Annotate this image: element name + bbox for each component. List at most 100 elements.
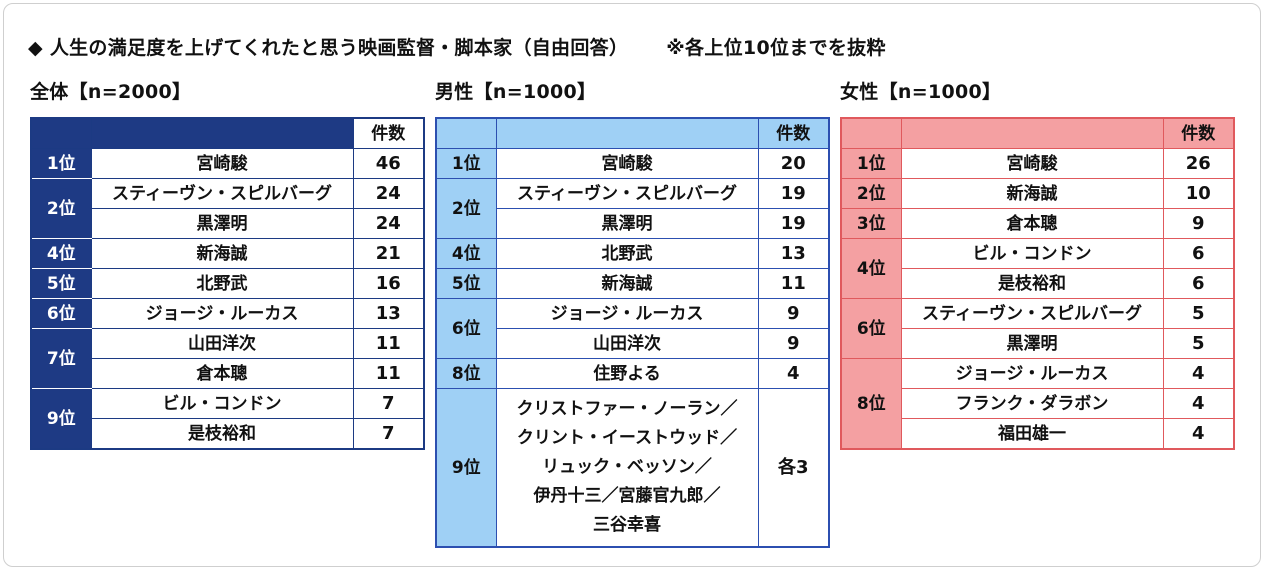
header-name-cell xyxy=(90,117,354,149)
name-cell: ジョージ・ルーカス xyxy=(90,298,354,329)
rank-cell: 5位 xyxy=(30,268,92,299)
rank-cell: 8位 xyxy=(435,358,497,389)
rank-cell: 1位 xyxy=(435,148,497,179)
count-cell: 各3 xyxy=(757,388,830,548)
name-cell: 新海誠 xyxy=(90,238,354,269)
count-cell: 19 xyxy=(757,208,830,239)
name-cell: スティーヴン・スピルバーグ xyxy=(495,178,759,209)
table-row: 6位 ジョージ・ルーカス 9 xyxy=(435,298,830,359)
rank-cell: 2位 xyxy=(840,178,902,209)
table-row: 5位 北野武 16 xyxy=(30,268,425,299)
ranking-table-male: 件数 1位 宮崎駿 20 2位 スティーヴン・スピルバーグ 19 黒澤明 19 4位 北野武 13 5位… xyxy=(435,117,830,548)
table-row: 3位 倉本聰 9 xyxy=(840,208,1235,239)
count-cell: 24 xyxy=(352,178,425,209)
count-cell: 4 xyxy=(1162,358,1235,389)
rank-cell: 4位 xyxy=(435,238,497,269)
table-row: 5位 新海誠 11 xyxy=(435,268,830,299)
count-cell: 20 xyxy=(757,148,830,179)
table-row: フランク・ダラボン 4 xyxy=(841,388,1235,419)
rank-cell: 4位 xyxy=(30,238,92,269)
count-cell: 7 xyxy=(352,418,425,450)
table-header-row: 件数 xyxy=(840,117,1235,149)
name-cell: 倉本聰 xyxy=(90,358,354,389)
table-row: 黒澤明 24 xyxy=(31,208,425,239)
count-cell: 26 xyxy=(1162,148,1235,179)
name-cell: 是枝裕和 xyxy=(900,268,1164,299)
header-name-cell xyxy=(900,117,1164,149)
section-label-female: 女性【n=1000】 xyxy=(840,81,1002,103)
header-count-cell: 件数 xyxy=(1162,117,1235,149)
page-title: ◆ 人生の満足度を上げてくれたと思う映画監督・脚本家（自由回答） ※各上位10位ま… xyxy=(28,33,886,60)
name-cell: ビル・コンドン xyxy=(90,388,354,419)
rank-cell: 9位 xyxy=(435,388,497,548)
name-cell: 黒澤明 xyxy=(495,208,759,239)
count-cell: 24 xyxy=(352,208,425,239)
name-cell: 是枝裕和 xyxy=(90,418,354,450)
count-cell: 16 xyxy=(352,268,425,299)
table-row: 是枝裕和 7 xyxy=(31,418,425,450)
ranking-table-female: 件数 1位 宮崎駿 26 2位 新海誠 10 3位 倉本聰 9 4位 ビル・コンドン 6 是枝裕和 6 6位ス… xyxy=(840,117,1235,450)
rank-cell: 2位 xyxy=(30,178,92,239)
name-cell: ビル・コンドン xyxy=(900,238,1164,269)
name-cell: 山田洋次 xyxy=(90,328,354,359)
header-rank-cell xyxy=(840,117,902,149)
count-cell: 4 xyxy=(1162,418,1235,450)
header-count-cell: 件数 xyxy=(352,117,425,149)
count-cell: 4 xyxy=(1162,388,1235,419)
table-row: 4位 ビル・コンドン 6 xyxy=(840,238,1235,299)
count-cell: 21 xyxy=(352,238,425,269)
count-cell: 46 xyxy=(352,148,425,179)
name-cell: スティーヴン・スピルバーグ xyxy=(90,178,354,209)
name-cell: 宮崎駿 xyxy=(495,148,759,179)
count-cell: 11 xyxy=(352,358,425,389)
rank-cell: 5位 xyxy=(435,268,497,299)
count-cell: 9 xyxy=(1162,208,1235,239)
rank-cell: 4位 xyxy=(840,238,902,299)
count-cell: 11 xyxy=(757,268,830,299)
count-cell: 5 xyxy=(1162,298,1235,329)
name-cell: ジョージ・ルーカス xyxy=(900,358,1164,389)
table-row: 6位 スティーヴン・スピルバーグ 5 xyxy=(840,298,1235,359)
table-row: 黒澤明 5 xyxy=(841,328,1235,359)
table-row: 2位 スティーヴン・スピルバーグ 19 xyxy=(435,178,830,239)
table-row: 2位 スティーヴン・スピルバーグ 24 xyxy=(30,178,425,239)
table-row: 9位 クリストファー・ノーラン／ クリント・イーストウッド／ リュック・ベッソン／… xyxy=(435,388,830,548)
count-cell: 4 xyxy=(757,358,830,389)
name-cell: 倉本聰 xyxy=(900,208,1164,239)
count-cell: 19 xyxy=(757,178,830,209)
name-cell: クリストファー・ノーラン／ クリント・イーストウッド／ リュック・ベッソン／ 伊… xyxy=(495,388,759,548)
count-cell: 10 xyxy=(1162,178,1235,209)
name-cell: ジョージ・ルーカス xyxy=(495,298,759,329)
table-header-row: 件数 xyxy=(30,117,425,149)
table-row: 山田洋次 9 xyxy=(436,328,830,359)
name-cell: 宮崎駿 xyxy=(900,148,1164,179)
header-count-cell: 件数 xyxy=(757,117,830,149)
header-rank-cell xyxy=(30,117,92,149)
name-cell: 黒澤明 xyxy=(900,328,1164,359)
rank-cell: 1位 xyxy=(840,148,902,179)
table-row: 1位 宮崎駿 26 xyxy=(840,148,1235,179)
name-cell: スティーヴン・スピルバーグ xyxy=(900,298,1164,329)
table-row: 1位 宮崎駿 46 xyxy=(30,148,425,179)
table-row: 2位 新海誠 10 xyxy=(840,178,1235,209)
count-cell: 6 xyxy=(1162,268,1235,299)
name-cell: 新海誠 xyxy=(495,268,759,299)
rank-cell: 6位 xyxy=(30,298,92,329)
name-cell: 北野武 xyxy=(90,268,354,299)
table-row: 黒澤明 19 xyxy=(436,208,830,239)
rank-cell: 2位 xyxy=(435,178,497,239)
table-row: 8位 住野よる 4 xyxy=(435,358,830,389)
name-cell: 福田雄一 xyxy=(900,418,1164,450)
header-name-cell xyxy=(495,117,759,149)
table-header-row: 件数 xyxy=(435,117,830,149)
count-cell: 13 xyxy=(757,238,830,269)
table-row: 倉本聰 11 xyxy=(31,358,425,389)
section-label-male: 男性【n=1000】 xyxy=(435,81,597,103)
name-cell: 宮崎駿 xyxy=(90,148,354,179)
table-row: 8位 ジョージ・ルーカス 4 xyxy=(840,358,1235,450)
table-row: 6位 ジョージ・ルーカス 13 xyxy=(30,298,425,329)
table-row: 7位 山田洋次 11 xyxy=(30,328,425,389)
title-note: ※各上位10位までを抜粋 xyxy=(666,37,886,59)
header-rank-cell xyxy=(435,117,497,149)
ranking-table-all: 件数 1位 宮崎駿 46 2位 スティーヴン・スピルバーグ 24 黒澤明 24 4位 新海誠 21 5位… xyxy=(30,117,425,450)
